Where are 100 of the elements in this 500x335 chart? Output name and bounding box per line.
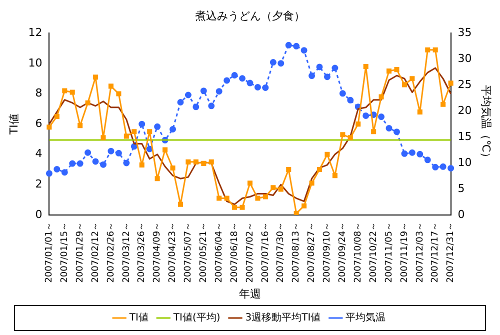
x-tick-label: 2007/07/02～ [245,222,256,283]
x-tick-label: 2007/09/24～ [338,222,348,283]
point [170,126,176,133]
x-axis-title: 年週 [239,287,261,300]
point [348,135,353,140]
point [340,132,346,138]
x-tick-label: 2007/03/12～ [122,222,132,283]
point [162,147,168,152]
x-tick-label: 2007/07/30～ [276,222,286,283]
y2-tick-label: 35 [458,26,472,40]
point [231,72,238,79]
point [108,84,114,89]
point [410,76,415,82]
point [170,165,176,170]
point [371,129,376,134]
point [270,59,276,66]
point [309,180,314,186]
point [92,158,99,165]
point [408,149,416,156]
point [208,159,214,164]
point [200,88,207,94]
y2-tick-label: 0 [458,208,465,221]
point [216,196,222,201]
point [192,104,200,110]
point [401,150,408,157]
point [332,64,338,72]
x-tick-label: 2007/06/04～ [214,222,224,283]
point [216,88,222,95]
point [386,124,392,132]
point [424,156,431,164]
point [247,180,253,186]
point [440,163,446,170]
x-tick-label: 2007/12/31～ [446,222,456,283]
point [115,150,122,156]
point [246,80,254,86]
point [139,162,144,168]
x-tick-label: 2007/08/13～ [292,222,302,283]
y2-tick-label: 10 [458,156,472,169]
x-tick-label: 2007/12/17～ [430,222,441,283]
point [448,164,454,172]
point [177,99,184,106]
x-tick-label: 2007/11/05～ [384,222,394,283]
point [201,160,206,166]
x-tick-label: 2007/02/12～ [90,222,101,283]
y2-tick-label: 25 [458,78,472,91]
x-tick-label: 2007/03/26～ [137,222,148,283]
point [123,160,130,166]
point [286,166,292,172]
point [278,60,284,67]
y-tick-label: 6 [35,116,42,130]
point [416,150,424,158]
x-tick-label: 2007/05/21～ [199,222,210,283]
y-axis-title: TI値 [7,114,20,136]
point [108,148,114,154]
point [324,152,330,157]
point [347,96,354,104]
point [184,92,192,98]
x-tick-label: 2007/08/27～ [307,222,318,283]
chart-title: 煮込みうどん（夕食） [195,9,305,22]
point [239,75,246,82]
point [294,210,299,215]
point [300,47,308,54]
point [93,74,98,80]
point [85,100,90,106]
point [178,202,184,207]
point [46,170,52,177]
x-tick-label: 2007/12/03～ [415,222,426,283]
point [363,64,368,70]
point [308,72,316,80]
x-tick-label: 2007/01/01～ [44,222,55,283]
point [293,42,300,50]
legend-label: TI値(平均) [172,312,220,324]
point [324,74,330,80]
point [332,173,338,178]
point [262,84,269,91]
point [154,176,160,182]
point [432,47,438,52]
legend-label: 3週移動平均TI値 [245,312,321,324]
point [255,196,260,201]
point [100,161,107,168]
point [386,68,392,74]
legend-label: TI値 [128,312,148,324]
x-tick-label: 2007/01/15～ [60,222,70,283]
point [316,166,322,172]
point [417,109,422,114]
point [62,88,68,94]
point [362,112,370,120]
y-tick-label: 8 [35,86,42,100]
point [78,123,83,128]
point [232,204,238,210]
point [61,169,68,176]
y-tick-label: 12 [28,26,42,40]
point [186,159,191,164]
point [193,159,198,164]
point [285,42,292,48]
point [302,203,307,208]
legend-label: 平均気温 [346,312,386,324]
y-tick-label: 2 [35,178,42,190]
x-tick-label: 2007/07/16～ [260,222,271,283]
point [316,64,323,70]
